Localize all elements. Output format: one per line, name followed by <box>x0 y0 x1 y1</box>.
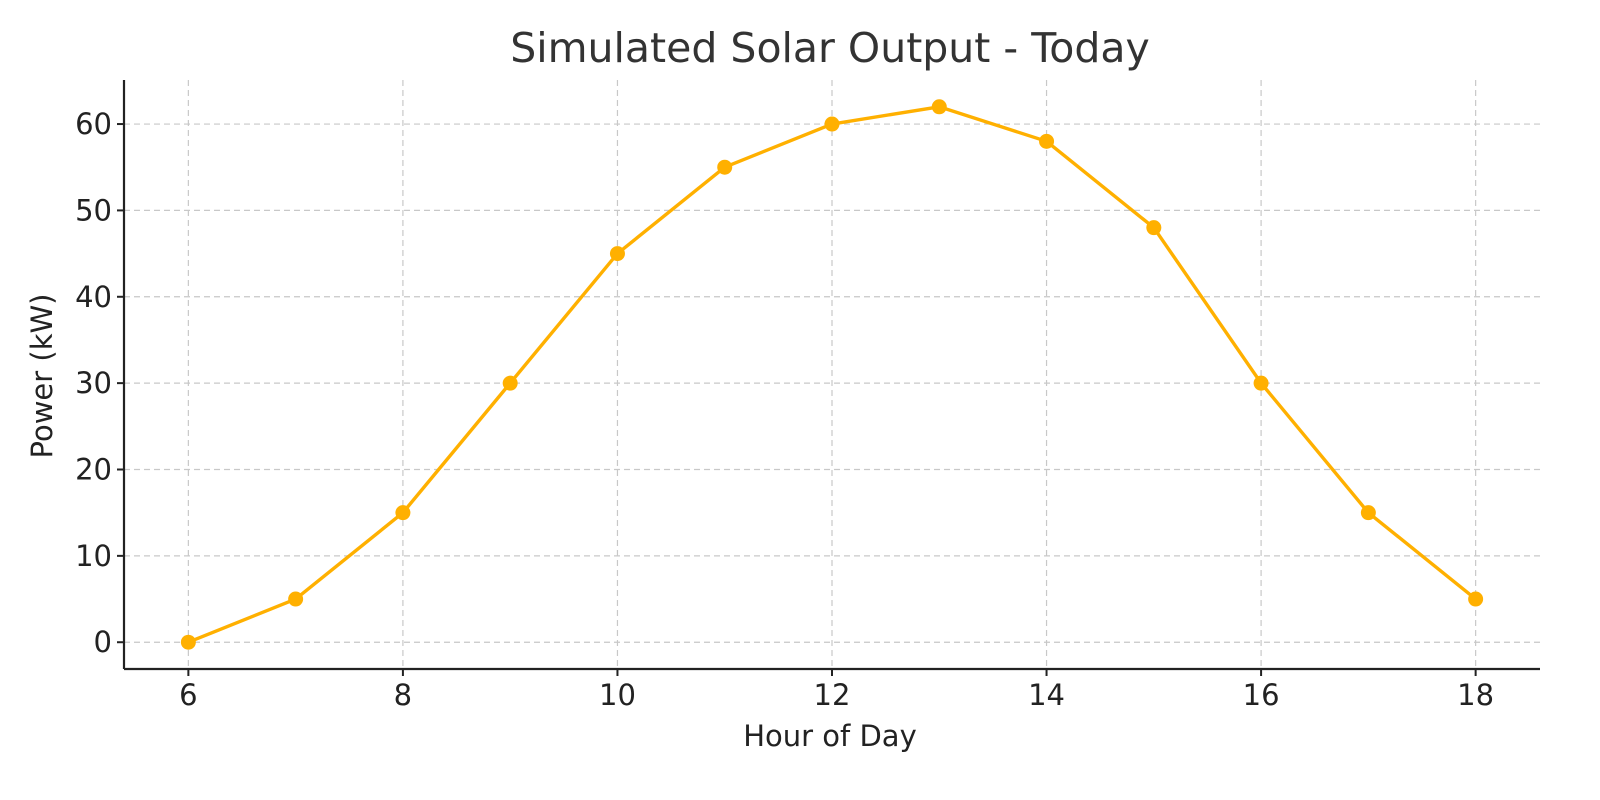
data-point <box>1146 220 1162 236</box>
y-tick-label: 40 <box>75 280 112 314</box>
data-point <box>1253 375 1269 391</box>
x-tick-label: 14 <box>1028 678 1065 712</box>
data-point <box>1039 133 1055 149</box>
tick-labels: 6 8 10 12 14 16 18 0 10 20 30 40 50 60 <box>75 107 1494 712</box>
data-point <box>288 591 304 607</box>
chart-title: Simulated Solar Output - Today <box>510 24 1150 72</box>
y-tick-label: 60 <box>75 107 112 141</box>
data-point <box>180 634 196 650</box>
x-tick-label: 12 <box>814 678 851 712</box>
y-tick-label: 0 <box>94 625 112 659</box>
y-tick-label: 20 <box>75 453 112 487</box>
grid <box>124 80 1540 669</box>
data-point <box>609 246 625 262</box>
series <box>180 99 1484 650</box>
data-point <box>931 99 947 115</box>
data-point <box>824 116 840 132</box>
data-point <box>1360 505 1376 521</box>
y-axis-label: Power (kW) <box>25 294 59 459</box>
x-tick-label: 8 <box>394 678 412 712</box>
data-point <box>502 375 518 391</box>
x-tick-label: 10 <box>599 678 636 712</box>
x-tick-label: 18 <box>1457 678 1494 712</box>
y-tick-label: 30 <box>75 366 112 400</box>
x-tick-label: 16 <box>1243 678 1280 712</box>
data-point <box>395 505 411 521</box>
x-tick-label: 6 <box>179 678 197 712</box>
y-tick-label: 50 <box>75 193 112 227</box>
x-axis-label: Hour of Day <box>743 719 917 753</box>
data-point <box>1468 591 1484 607</box>
data-point <box>717 159 733 175</box>
y-tick-label: 10 <box>75 539 112 573</box>
